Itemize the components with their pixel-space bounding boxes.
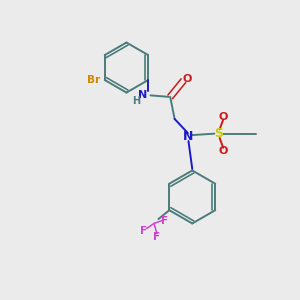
Text: S: S xyxy=(214,127,223,140)
Text: H: H xyxy=(132,96,140,106)
Text: O: O xyxy=(218,112,228,122)
Text: N: N xyxy=(138,90,147,100)
Text: F: F xyxy=(161,215,168,226)
Text: O: O xyxy=(182,74,192,84)
Text: N: N xyxy=(183,130,193,143)
Text: Br: Br xyxy=(87,75,100,85)
Text: F: F xyxy=(153,232,161,242)
Text: F: F xyxy=(140,226,147,236)
Text: O: O xyxy=(218,146,228,156)
